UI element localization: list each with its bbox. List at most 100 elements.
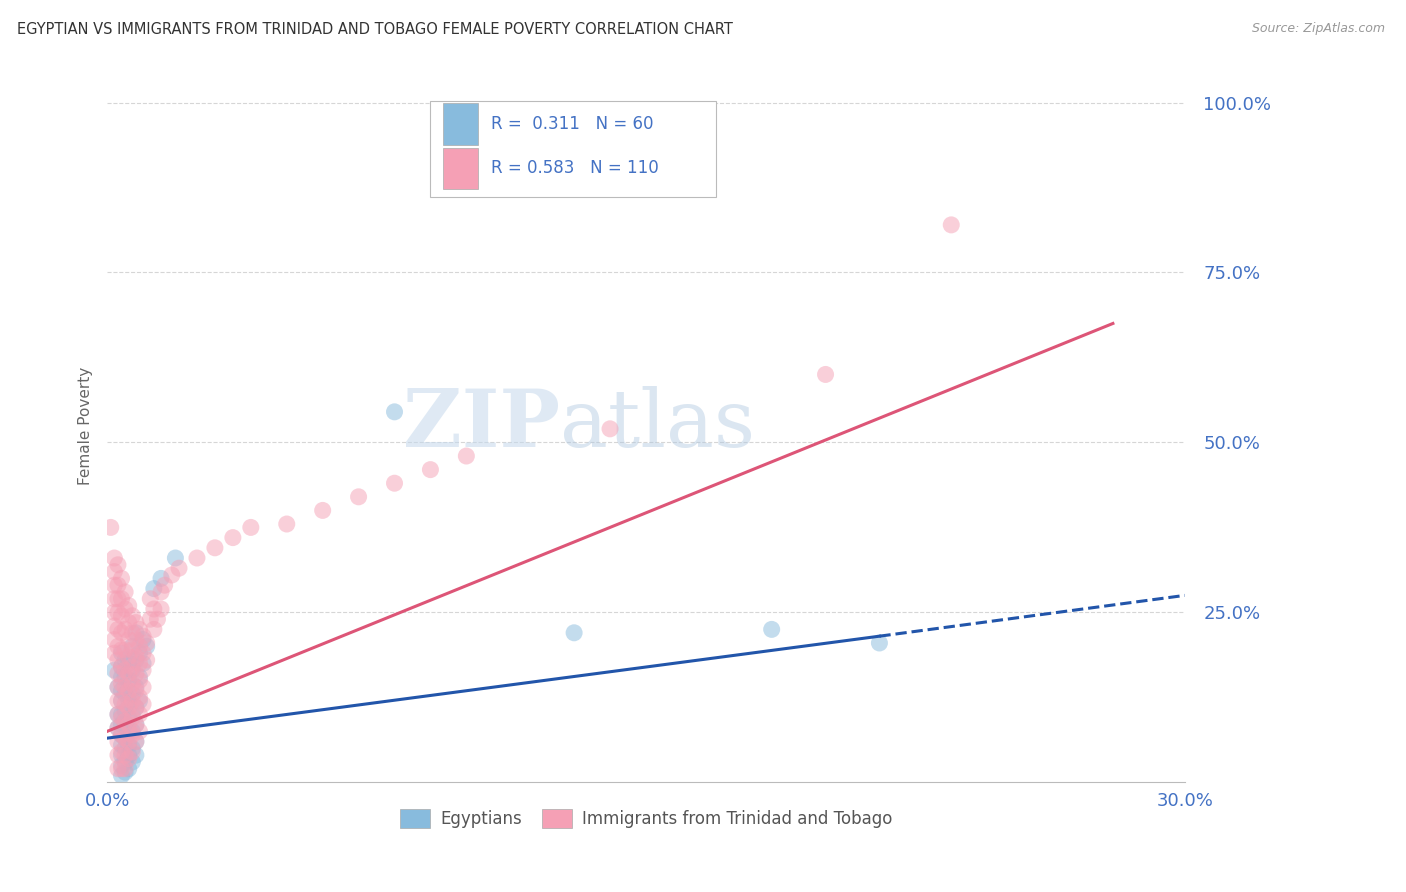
- Point: [114, 623, 136, 637]
- Point: [135, 636, 157, 650]
- Point: [118, 615, 141, 630]
- Point: [165, 551, 187, 566]
- Point: [110, 660, 132, 674]
- Point: [128, 640, 150, 654]
- Point: [110, 608, 132, 623]
- Point: [118, 673, 141, 688]
- Point: [128, 670, 150, 684]
- Point: [114, 741, 136, 756]
- Point: [118, 666, 141, 681]
- Point: [125, 700, 148, 714]
- Text: atlas: atlas: [560, 386, 755, 465]
- Point: [121, 745, 143, 759]
- Point: [204, 541, 226, 555]
- Point: [103, 619, 125, 633]
- Point: [118, 734, 141, 748]
- Point: [118, 632, 141, 647]
- Point: [110, 591, 132, 606]
- Text: ZIP: ZIP: [402, 386, 560, 465]
- Point: [110, 670, 132, 684]
- Point: [110, 738, 132, 752]
- Point: [132, 629, 155, 643]
- Point: [107, 762, 129, 776]
- Point: [868, 636, 890, 650]
- Point: [121, 677, 143, 691]
- Text: R =  0.311   N = 60: R = 0.311 N = 60: [491, 115, 654, 133]
- Point: [110, 694, 132, 708]
- Point: [132, 680, 155, 694]
- Point: [110, 728, 132, 742]
- Point: [114, 731, 136, 746]
- Point: [139, 591, 162, 606]
- Point: [125, 748, 148, 763]
- Point: [107, 666, 129, 681]
- Point: [110, 768, 132, 782]
- Point: [125, 700, 148, 714]
- Point: [100, 520, 122, 534]
- Point: [239, 520, 262, 534]
- Point: [121, 642, 143, 657]
- Point: [114, 697, 136, 711]
- Point: [121, 728, 143, 742]
- Point: [114, 585, 136, 599]
- Point: [121, 687, 143, 701]
- Point: [125, 632, 148, 647]
- Point: [110, 707, 132, 722]
- Point: [150, 585, 173, 599]
- Text: R = 0.583   N = 110: R = 0.583 N = 110: [491, 160, 658, 178]
- Point: [110, 625, 132, 640]
- Point: [107, 578, 129, 592]
- Point: [125, 717, 148, 731]
- Point: [114, 714, 136, 728]
- Point: [132, 697, 155, 711]
- Point: [114, 642, 136, 657]
- FancyBboxPatch shape: [430, 101, 716, 197]
- Point: [128, 623, 150, 637]
- Point: [110, 660, 132, 674]
- Point: [107, 653, 129, 667]
- Point: [125, 734, 148, 748]
- Point: [107, 707, 129, 722]
- Point: [125, 649, 148, 664]
- Point: [121, 694, 143, 708]
- Point: [121, 660, 143, 674]
- Y-axis label: Female Poverty: Female Poverty: [79, 367, 93, 484]
- Point: [121, 711, 143, 725]
- Point: [125, 734, 148, 748]
- Point: [128, 724, 150, 739]
- Point: [107, 721, 129, 735]
- Point: [121, 640, 143, 654]
- Point: [128, 707, 150, 722]
- Point: [384, 405, 406, 419]
- Point: [153, 578, 176, 592]
- Point: [103, 578, 125, 592]
- Point: [114, 704, 136, 718]
- Point: [118, 738, 141, 752]
- Point: [118, 657, 141, 671]
- Point: [941, 218, 963, 232]
- Point: [107, 680, 129, 694]
- Text: EGYPTIAN VS IMMIGRANTS FROM TRINIDAD AND TOBAGO FEMALE POVERTY CORRELATION CHART: EGYPTIAN VS IMMIGRANTS FROM TRINIDAD AND…: [17, 22, 733, 37]
- Point: [132, 632, 155, 647]
- Legend: Egyptians, Immigrants from Trinidad and Tobago: Egyptians, Immigrants from Trinidad and …: [394, 802, 898, 835]
- Point: [110, 646, 132, 660]
- Point: [103, 663, 125, 677]
- Point: [103, 551, 125, 566]
- Point: [110, 642, 132, 657]
- Point: [118, 711, 141, 725]
- Point: [110, 717, 132, 731]
- Point: [114, 602, 136, 616]
- Point: [118, 694, 141, 708]
- Point: [103, 632, 125, 647]
- Point: [125, 625, 148, 640]
- Point: [419, 462, 441, 476]
- Point: [110, 745, 132, 759]
- Text: Source: ZipAtlas.com: Source: ZipAtlas.com: [1251, 22, 1385, 36]
- Point: [107, 734, 129, 748]
- Point: [114, 731, 136, 746]
- Point: [103, 646, 125, 660]
- Point: [118, 717, 141, 731]
- Point: [110, 571, 132, 585]
- Point: [118, 649, 141, 664]
- Point: [107, 721, 129, 735]
